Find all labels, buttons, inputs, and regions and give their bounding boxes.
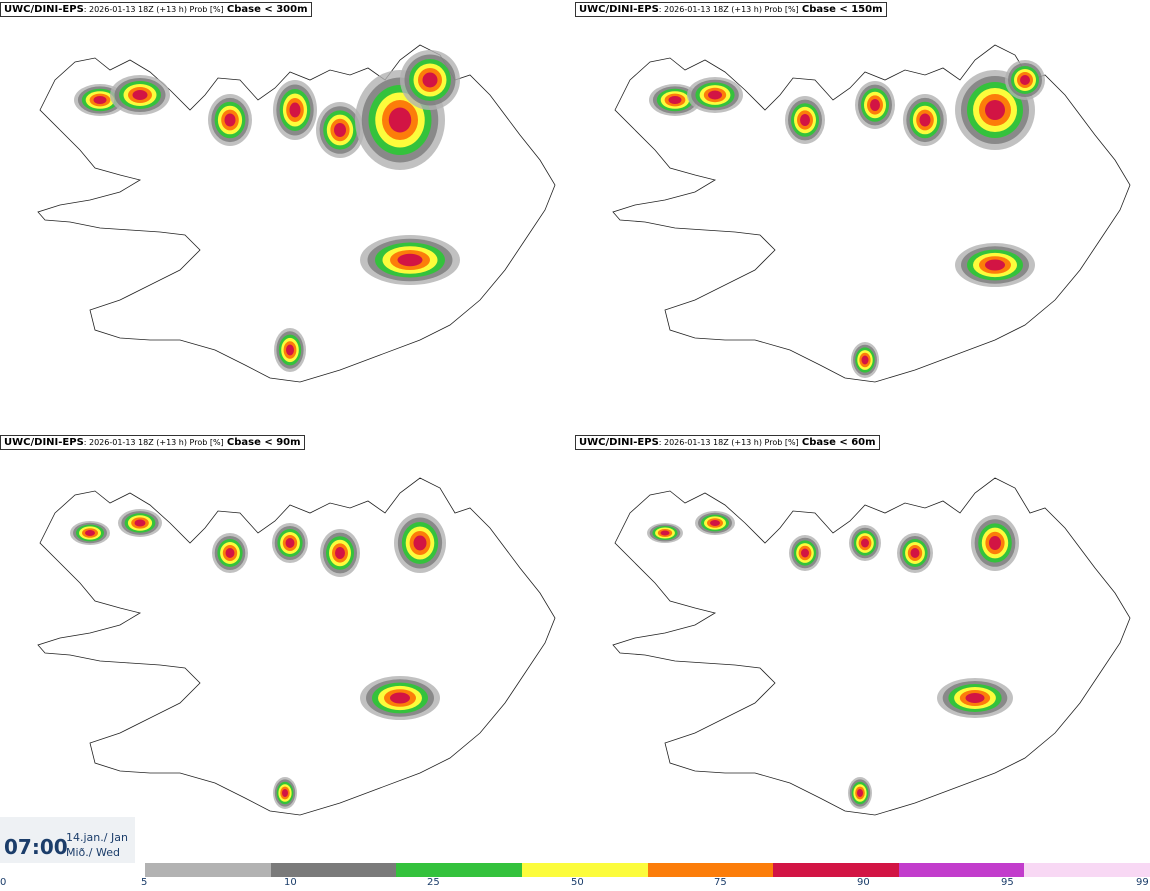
probability-contour	[413, 535, 427, 551]
probability-contour	[397, 253, 423, 267]
iceland-map	[37, 477, 556, 816]
scale-segment	[898, 863, 1025, 877]
scale-tick-label: 95	[1001, 877, 1014, 888]
scale-segment	[521, 863, 648, 877]
scale-segment	[647, 863, 774, 877]
probability-contour	[708, 90, 722, 100]
probability-contour	[1020, 75, 1030, 85]
probability-contour	[224, 113, 236, 127]
probability-contour	[132, 90, 148, 100]
probability-contour	[801, 548, 809, 558]
probability-contour	[285, 538, 295, 548]
probability-contour	[388, 107, 412, 133]
valid-date: 14.jan./ Jan	[66, 831, 128, 844]
map-panel-60m: UWC/DINI-EPS: 2026-01-13 18Z (+13 h) Pro…	[575, 433, 1150, 866]
probability-contour	[861, 538, 869, 548]
probability-contour	[390, 692, 410, 704]
map-panel-150m: UWC/DINI-EPS: 2026-01-13 18Z (+13 h) Pro…	[575, 0, 1150, 433]
probability-contour	[335, 547, 345, 559]
map-panel-300m: UWC/DINI-EPS: 2026-01-13 18Z (+13 h) Pro…	[0, 0, 575, 433]
probability-contour	[660, 530, 670, 536]
probability-contour	[85, 530, 95, 536]
probability-contour	[289, 102, 301, 118]
scale-segment	[145, 863, 271, 877]
valid-weekday: Mið./ Wed	[66, 846, 120, 859]
probability-contour	[800, 114, 810, 126]
scale-tick-label: 10	[284, 877, 297, 888]
map-panel-90m: UWC/DINI-EPS: 2026-01-13 18Z (+13 h) Pro…	[0, 433, 575, 866]
probability-contour	[919, 113, 931, 127]
iceland-map	[612, 44, 1131, 383]
probability-contour	[286, 344, 294, 356]
panel-title: UWC/DINI-EPS: 2026-01-13 18Z (+13 h) Pro…	[575, 2, 887, 17]
probability-contour	[422, 72, 438, 88]
probability-contour	[985, 100, 1005, 120]
probability-contour	[93, 96, 107, 104]
scale-tick-label: 5	[141, 877, 148, 888]
panel-title: UWC/DINI-EPS: 2026-01-13 18Z (+13 h) Pro…	[575, 435, 880, 450]
scale-tick-label: 75	[714, 877, 727, 888]
probability-contour	[710, 520, 720, 526]
probability-contour	[989, 536, 1001, 550]
probability-contour	[985, 259, 1005, 271]
scale-segment	[396, 863, 522, 877]
probability-contour	[861, 355, 869, 365]
probability-contour	[668, 96, 682, 104]
scale-tick-label: 25	[427, 877, 440, 888]
scale-tick-label: 99	[1136, 877, 1149, 888]
probability-contour	[282, 789, 288, 797]
probability-contour	[870, 99, 880, 111]
iceland-map	[37, 44, 556, 383]
color-scale	[145, 863, 1150, 877]
valid-time-box: 07:00 14.jan./ Jan Mið./ Wed	[0, 817, 135, 863]
probability-contour	[910, 548, 920, 558]
scale-tick-label: 0	[0, 877, 7, 888]
probability-contour	[134, 519, 146, 527]
scale-segment	[1024, 863, 1150, 877]
probability-contour	[225, 548, 235, 558]
scale-tick-label: 90	[857, 877, 870, 888]
scale-segment	[773, 863, 899, 877]
panel-title: UWC/DINI-EPS: 2026-01-13 18Z (+13 h) Pro…	[0, 435, 305, 450]
scale-tick-label: 50	[571, 877, 584, 888]
panel-title: UWC/DINI-EPS: 2026-01-13 18Z (+13 h) Pro…	[0, 2, 312, 17]
scale-segment	[270, 863, 397, 877]
iceland-map	[612, 477, 1131, 816]
valid-time: 07:00	[4, 835, 68, 859]
probability-contour	[965, 693, 985, 703]
probability-contour	[334, 123, 346, 137]
probability-contour	[857, 789, 863, 797]
